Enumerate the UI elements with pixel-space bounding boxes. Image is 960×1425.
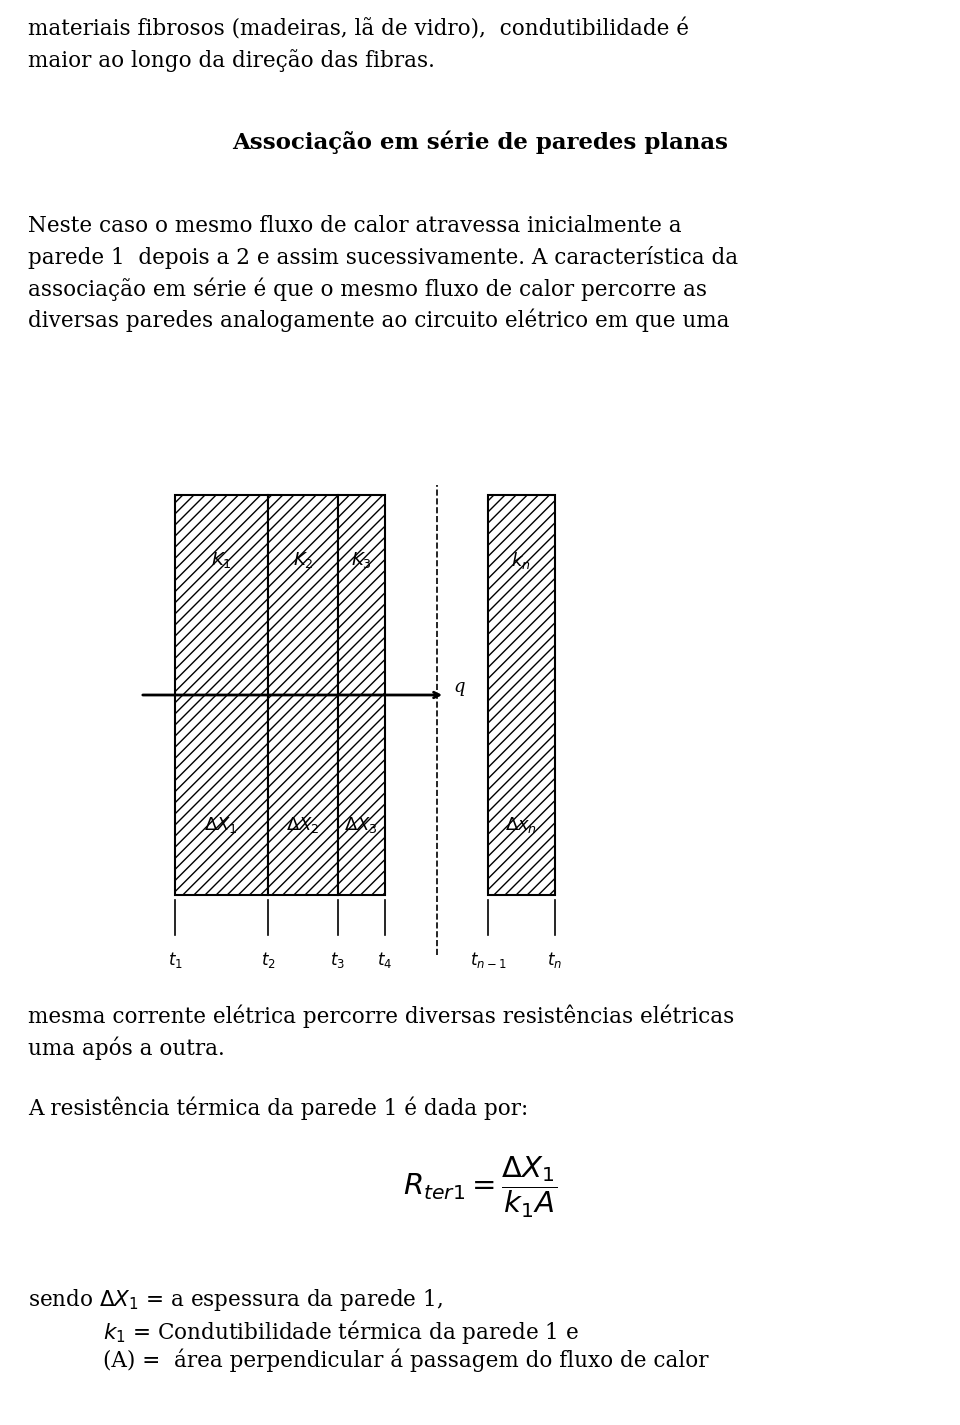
Text: A resistência térmica da parede 1 é dada por:: A resistência térmica da parede 1 é dada…	[28, 1097, 528, 1120]
Text: $k_1$ = Condutibilidade térmica da parede 1 e: $k_1$ = Condutibilidade térmica da pared…	[103, 1318, 579, 1347]
Bar	[338, 494, 385, 895]
Bar	[268, 494, 338, 895]
Text: maior ao longo da direção das fibras.: maior ao longo da direção das fibras.	[28, 48, 435, 71]
Text: Associação em série de paredes planas: Associação em série de paredes planas	[232, 130, 728, 154]
Text: $t_n$: $t_n$	[547, 950, 563, 970]
Bar	[488, 494, 555, 895]
Text: (A) =  área perpendicular á passagem do fluxo de calor: (A) = área perpendicular á passagem do f…	[103, 1349, 708, 1372]
Text: q: q	[453, 678, 465, 695]
Bar	[175, 494, 268, 895]
Text: $\Delta X_3$: $\Delta X_3$	[345, 815, 378, 835]
Text: $K_1$: $K_1$	[210, 550, 231, 570]
Text: Neste caso o mesmo fluxo de calor atravessa inicialmente a: Neste caso o mesmo fluxo de calor atrave…	[28, 215, 682, 237]
Text: associação em série é que o mesmo fluxo de calor percorre as: associação em série é que o mesmo fluxo …	[28, 276, 707, 301]
Text: $t_{n-1}$: $t_{n-1}$	[469, 950, 506, 970]
Text: uma após a outra.: uma após a outra.	[28, 1036, 225, 1060]
Text: $k_n$: $k_n$	[512, 550, 531, 570]
Text: $\Delta X_2$: $\Delta X_2$	[286, 815, 320, 835]
Text: $t_1$: $t_1$	[168, 950, 182, 970]
Text: sendo $\Delta X_1$ = a espessura da parede 1,: sendo $\Delta X_1$ = a espessura da pare…	[28, 1287, 443, 1312]
Text: materiais fibrosos (madeiras, lã de vidro),  condutibilidade é: materiais fibrosos (madeiras, lã de vidr…	[28, 19, 689, 40]
Text: $\Delta X_1$: $\Delta X_1$	[204, 815, 238, 835]
Text: diversas paredes analogamente ao circuito elétrico em que uma: diversas paredes analogamente ao circuit…	[28, 308, 730, 332]
Text: $t_4$: $t_4$	[377, 950, 393, 970]
Text: $R_{ter1} = \dfrac{\Delta X_1}{k_1 A}$: $R_{ter1} = \dfrac{\Delta X_1}{k_1 A}$	[403, 1154, 557, 1220]
Text: parede 1  depois a 2 e assim sucessivamente. A característica da: parede 1 depois a 2 e assim sucessivamen…	[28, 247, 738, 269]
Text: $t_2$: $t_2$	[260, 950, 276, 970]
Text: $K_2$: $K_2$	[293, 550, 313, 570]
Text: $\Delta x_n$: $\Delta x_n$	[505, 815, 537, 835]
Text: $t_3$: $t_3$	[330, 950, 346, 970]
Text: $K_3$: $K_3$	[350, 550, 372, 570]
Text: mesma corrente elétrica percorre diversas resistências elétricas: mesma corrente elétrica percorre diversa…	[28, 1005, 734, 1029]
